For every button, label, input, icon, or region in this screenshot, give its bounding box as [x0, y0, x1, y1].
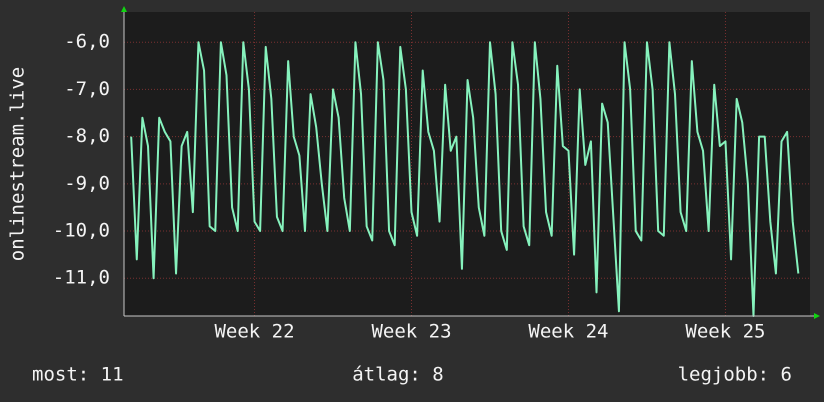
- y-tick-label: -6,0: [64, 31, 110, 53]
- footer-best: legjobb: 6: [678, 364, 792, 386]
- y-tick-label: -7,0: [64, 78, 110, 100]
- x-tick-label: Week 24: [528, 321, 608, 343]
- y-tick-label: -9,0: [64, 172, 110, 194]
- footer-average: átlag: 8: [352, 364, 444, 386]
- x-arrow: [814, 313, 820, 319]
- y-tick-label: -10,0: [53, 220, 110, 242]
- x-tick-label: Week 22: [214, 321, 294, 343]
- y-tick-label: -11,0: [53, 267, 110, 289]
- x-tick-label: Week 25: [685, 321, 765, 343]
- data-line: [130, 41, 800, 317]
- marks: [130, 41, 800, 317]
- x-tick-label: Week 23: [371, 321, 451, 343]
- y-tick-label: -8,0: [64, 125, 110, 147]
- y-arrow: [121, 6, 127, 12]
- y-axis-label: onlinestream.live: [7, 67, 29, 261]
- footer-current: most: 11: [32, 364, 124, 386]
- plot-area: [124, 12, 810, 316]
